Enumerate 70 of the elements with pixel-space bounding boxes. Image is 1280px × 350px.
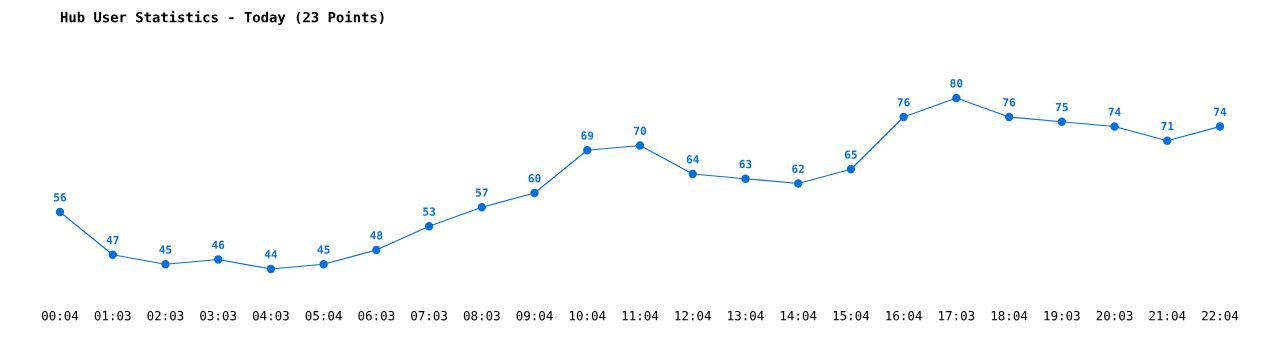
x-tick-label: 07:03 [411,310,447,321]
x-tick-label: 18:04 [991,310,1028,321]
data-label: 80 [950,79,963,88]
x-tick-label: 01:03 [94,310,131,321]
data-label: 65 [844,150,857,159]
data-label: 56 [54,193,67,202]
x-tick-label: 08:03 [463,310,500,321]
data-label: 44 [264,250,278,259]
x-tick-label: 00:04 [42,310,79,321]
data-label: 53 [423,207,436,216]
x-tick-label: 02:03 [147,310,184,321]
x-tick-label: 15:04 [833,310,870,321]
point [1215,122,1225,131]
point [530,188,539,198]
point [477,203,486,212]
x-tick-label: 03:03 [200,310,237,321]
x-tick-label: 12:04 [675,310,711,321]
x-tick-label: 10:04 [569,310,606,321]
point [741,174,750,183]
x-tick-label: 09:04 [516,310,553,321]
x-tick-label: 05:04 [305,310,342,321]
data-label: 45 [317,245,330,254]
x-tick-label: 11:04 [622,310,659,321]
data-label: 45 [159,245,172,254]
point [952,93,961,103]
point [161,260,170,269]
data-label: 74 [1214,107,1227,116]
x-tick-label: 13:04 [728,310,764,321]
point [108,250,117,259]
point [794,179,803,188]
x-tick-label: 20:03 [1096,310,1133,321]
x-tick-label: 04:03 [252,310,289,321]
point [583,146,592,155]
x-tick-label: 19:03 [1044,310,1080,321]
chart-title: Hub User Statistics - Today (23 Points) [60,10,384,26]
point [319,260,328,269]
point [266,264,276,274]
data-label: 76 [1003,98,1016,107]
data-label: 71 [1161,122,1174,131]
data-label: 64 [686,155,699,164]
point [372,245,381,255]
x-tick-label: 06:03 [358,310,395,321]
point [214,255,223,264]
data-label: 76 [897,98,910,107]
point [846,165,856,174]
data-label: 57 [475,188,488,197]
data-label: 75 [1055,103,1068,112]
x-tick-label: 22:04 [1202,310,1239,321]
x-tick-label: 21:04 [1149,310,1186,321]
data-label: 74 [1108,107,1121,116]
data-label: 48 [370,231,383,240]
point [688,169,697,179]
data-label: 69 [581,131,594,140]
data-label: 60 [528,174,541,183]
x-tick-label: 16:04 [886,310,922,321]
point [1110,122,1119,131]
data-label: 70 [634,126,647,136]
point [1163,136,1172,145]
point [1004,112,1014,122]
data-label: 46 [212,240,225,250]
point [424,222,434,231]
point [635,141,645,150]
x-tick-label: 17:03 [939,310,975,321]
data-label: 62 [792,164,804,174]
x-tick-label: 14:04 [780,310,817,321]
data-label: 47 [106,236,119,245]
data-label: 63 [739,159,752,169]
point [55,207,65,217]
point [1057,117,1066,126]
point [899,112,908,122]
